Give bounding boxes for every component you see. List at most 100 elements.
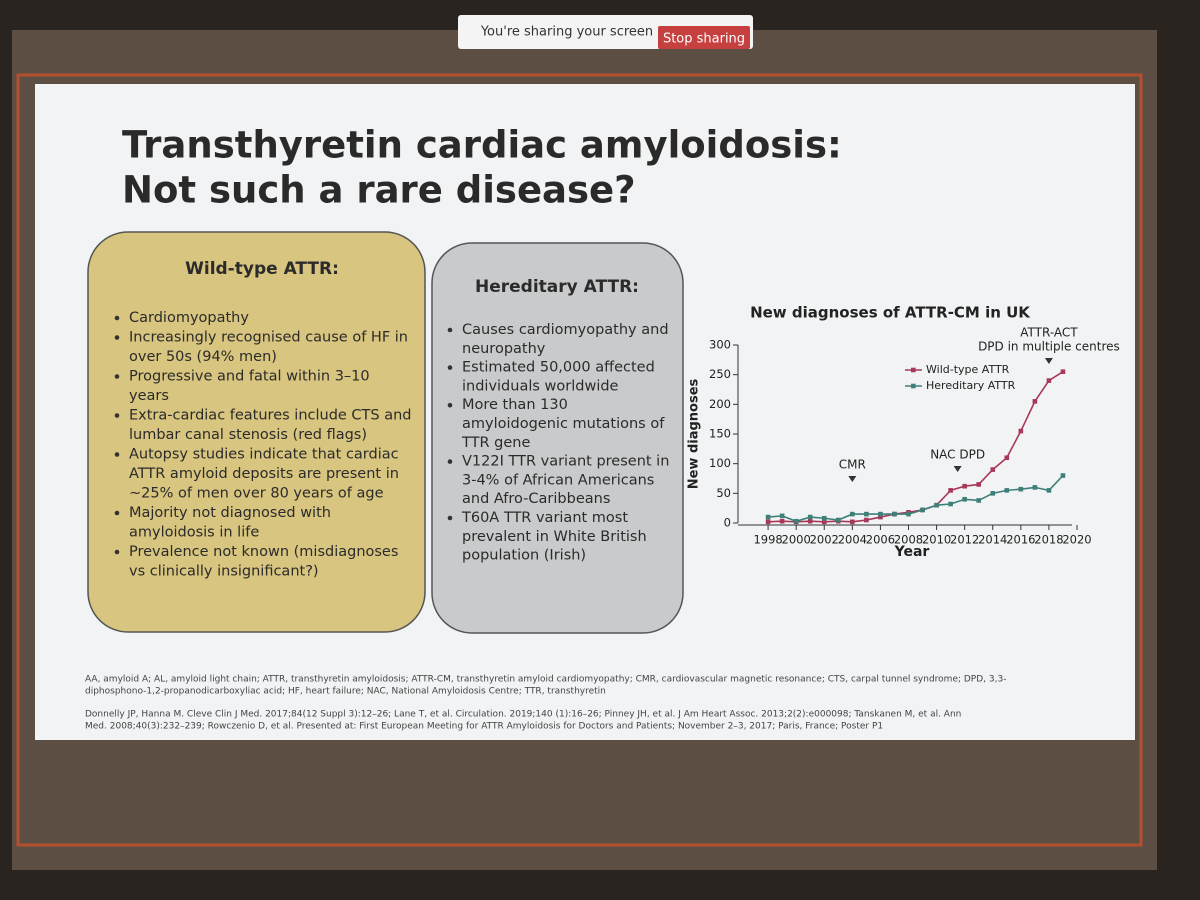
- data-point: [1004, 488, 1010, 493]
- data-point: [892, 511, 897, 517]
- data-point: [835, 517, 841, 523]
- data-point: [962, 496, 967, 502]
- x-tick-label: 2012: [950, 533, 979, 547]
- bullet-text: Causes cardiomyopathy and: [462, 322, 669, 338]
- data-point: [1060, 473, 1066, 478]
- legend-marker: [911, 367, 916, 373]
- share-message: You're sharing your screen: [480, 25, 653, 40]
- stop-sharing-label[interactable]: Stop sharing: [663, 32, 745, 47]
- bullet-text: ATTR amyloid deposits are present in: [129, 466, 399, 482]
- bullet-text: individuals worldwide: [462, 378, 619, 394]
- x-tick-label: 1998: [753, 533, 782, 547]
- y-tick-label: 250: [709, 367, 731, 381]
- stop-sharing-button[interactable]: [658, 26, 750, 49]
- legend-label: Wild-type ATTR: [926, 363, 1010, 376]
- data-point: [864, 511, 869, 517]
- data-point: [1060, 369, 1066, 374]
- bullet-dot: [114, 549, 120, 555]
- bullet-text: Prevalence not known (misdiagnoses: [129, 544, 398, 560]
- abbreviations: AA, amyloid A; AL, amyloid light chain; …: [85, 675, 1006, 685]
- bullet-text: ~25% of men over 80 years of age: [129, 486, 384, 502]
- bullet-text: neuropathy: [462, 341, 546, 357]
- bullet-dot: [114, 374, 120, 379]
- y-tick-label: 0: [724, 516, 731, 530]
- x-tick-label: 2000: [782, 533, 811, 547]
- x-tick-label: 2018: [1034, 533, 1063, 547]
- data-point: [807, 514, 813, 520]
- data-point: [1032, 399, 1038, 404]
- bullet-text: Majority not diagnosed with: [129, 505, 331, 521]
- annotation: NAC DPD: [930, 448, 985, 462]
- references: Donnelly JP, Hanna M. Cleve Clin J Med. …: [85, 710, 961, 720]
- y-tick-label: 50: [716, 486, 731, 500]
- bullet-text: amyloidogenic mutations of: [462, 416, 665, 432]
- bullet-text: More than 130: [462, 397, 568, 413]
- bullet-text: prevalent in White British: [462, 529, 647, 545]
- data-point: [1032, 485, 1038, 490]
- data-point: [878, 514, 883, 520]
- bullet-dot: [114, 413, 120, 418]
- annotation: DPD in multiple centres: [978, 340, 1120, 354]
- data-point: [850, 511, 855, 517]
- annotation-arrow: [1044, 358, 1053, 364]
- bullet-text: Progressive and fatal within 3–10: [129, 369, 370, 385]
- bullet-dot: [447, 365, 453, 370]
- bullet-dot: [114, 335, 120, 340]
- legend-label: Hereditary ATTR: [926, 379, 1016, 392]
- data-point: [1018, 428, 1024, 434]
- data-point: [864, 517, 869, 523]
- data-point: [948, 488, 953, 493]
- data-point: [906, 511, 911, 517]
- bullet-text: Cardiomyopathy: [129, 310, 249, 326]
- data-point: [765, 514, 771, 520]
- bullet-dot: [114, 452, 120, 457]
- bullet-text: Increasingly recognised cause of HF in: [129, 330, 408, 346]
- bullet-text: Extra-cardiac features include CTS and: [129, 408, 412, 424]
- y-tick-label: 100: [709, 456, 731, 470]
- data-point: [990, 467, 996, 472]
- x-tick-label: 2016: [1006, 533, 1035, 547]
- annotation-arrow: [848, 476, 857, 482]
- data-point: [920, 507, 925, 513]
- bullet-dot: [447, 327, 453, 333]
- x-tick-label: 2010: [922, 533, 951, 547]
- data-point: [948, 501, 953, 507]
- bullet-dot: [114, 315, 120, 321]
- y-tick-label: 200: [709, 397, 731, 411]
- data-point: [934, 502, 939, 508]
- x-tick-label: 2004: [838, 533, 867, 547]
- data-point: [1046, 378, 1052, 383]
- annotation-arrow: [953, 466, 962, 472]
- references: Med. 2008;40(3):232–239; Rowczenio D, et…: [85, 722, 883, 732]
- bullet-dot: [447, 515, 453, 521]
- data-point: [779, 513, 785, 519]
- data-point: [976, 482, 982, 487]
- bullet-text: lumbar canal stenosis (red flags): [129, 427, 367, 443]
- abbreviations: diphosphono-1,2-propanodicarboxyliac aci…: [85, 687, 606, 697]
- y-tick-label: 150: [709, 427, 731, 441]
- bullet-text: population (Irish): [462, 548, 586, 564]
- annotation: ATTR-ACT: [1020, 326, 1078, 340]
- annotation: CMR: [839, 458, 866, 472]
- x-tick-label: 2014: [978, 533, 1007, 547]
- x-tick-label: 2008: [894, 533, 923, 547]
- chart-title: New diagnoses of ATTR-CM in UK: [750, 304, 1031, 322]
- box-heading: Wild-type ATTR:: [185, 259, 339, 279]
- y-axis-label: New diagnoses: [687, 378, 702, 489]
- bullet-text: 3-4% of African Americans: [462, 472, 654, 488]
- slide-title: Transthyretin cardiac amyloidosis:: [122, 124, 842, 167]
- x-tick-label: 2006: [866, 533, 895, 547]
- data-point: [1018, 486, 1024, 492]
- bullet-text: years: [129, 388, 169, 404]
- slide-title: Not such a rare disease?: [122, 169, 636, 212]
- data-point: [1004, 455, 1010, 461]
- data-point: [807, 518, 813, 524]
- data-point: [962, 483, 967, 489]
- data-point: [779, 518, 785, 524]
- x-tick-label: 2002: [810, 533, 839, 547]
- hereditary-box: [431, 242, 684, 634]
- bullet-text: vs clinically insignificant?): [129, 564, 319, 580]
- bullet-text: Estimated 50,000 affected: [462, 360, 655, 376]
- data-point: [793, 518, 799, 524]
